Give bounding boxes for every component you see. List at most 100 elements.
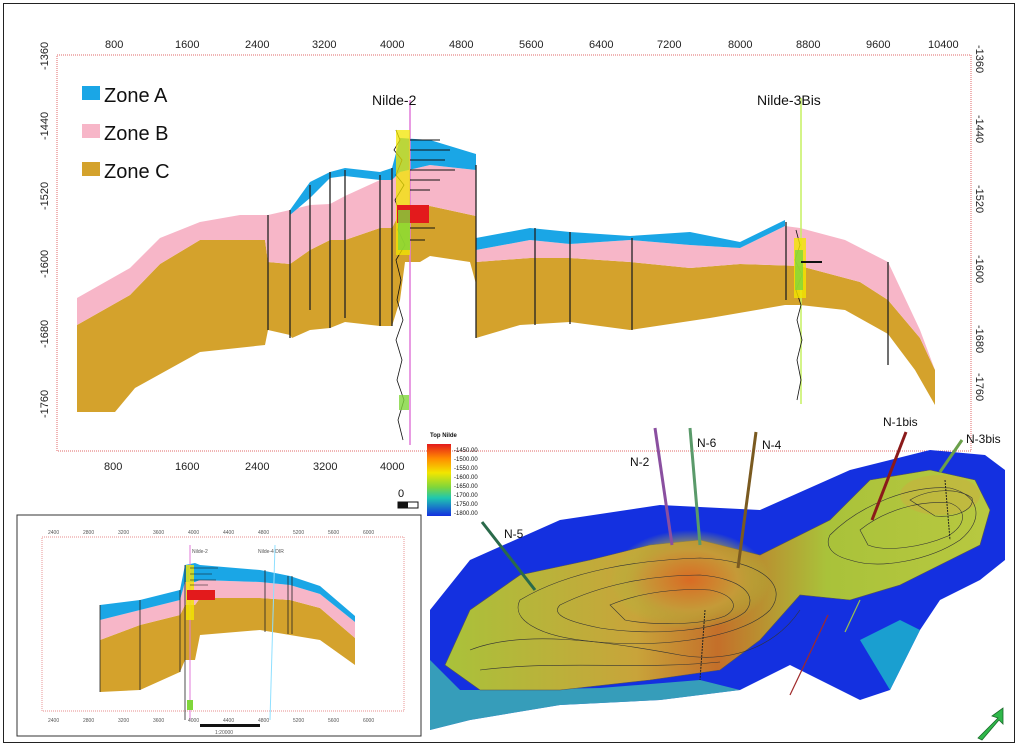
inset-x-tick-bottom: 3600: [153, 718, 164, 724]
x-tick-top: 4800: [449, 39, 473, 51]
well-track-n-1bis: [870, 431, 908, 521]
inset-x-tick-bottom: 4800: [258, 718, 269, 724]
inset-x-tick: 3200: [118, 530, 129, 536]
x-tick-top: 10400: [928, 39, 959, 51]
scale-label: 0: [398, 488, 404, 500]
zone-b-fill: [77, 165, 935, 370]
colorbar-label: -1600.00: [454, 475, 478, 481]
inset-x-tick: 5200: [293, 530, 304, 536]
cross-section: Nilde-2 Nilde-3Bis 800 1600 2400 3200 40…: [39, 39, 985, 473]
inset-section: Nilde-2 Nilde-4 DIR 2400 2800 3200 3600 …: [16, 514, 422, 737]
x-tick-bottom: 1600: [175, 461, 199, 473]
zone-c-fill: [77, 206, 935, 412]
colorbar-label: -1500.00: [454, 457, 478, 463]
colorbar-label: -1450.00: [454, 448, 478, 454]
y-axis-left: -1360 -1440 -1520 -1600 -1680 -1760: [39, 42, 51, 418]
inset-x-tick-bottom: 6000: [363, 718, 374, 724]
x-tick-top: 8000: [728, 39, 752, 51]
y-tick-left: -1600: [39, 250, 51, 278]
well-track-n-2: [653, 427, 674, 546]
scale-bar: 0: [397, 488, 419, 509]
y-tick-left: -1520: [39, 182, 51, 210]
y-tick-right: -1520: [973, 185, 985, 213]
legend-label-zone-a: Zone A: [104, 85, 168, 107]
legend-swatch-zone-c: [82, 162, 100, 176]
inset-scale-bar: [200, 724, 260, 727]
well-label-n-1bis: N-1bis: [883, 415, 918, 429]
inset-x-tick: 5600: [328, 530, 339, 536]
inset-x-tick: 2800: [83, 530, 94, 536]
well-label-nilde-3bis: Nilde-3Bis: [757, 92, 821, 108]
x-tick-top: 800: [105, 39, 123, 51]
colorbar-gradient: [427, 444, 451, 516]
x-tick-top: 4000: [380, 39, 404, 51]
x-tick-top: 5600: [519, 39, 543, 51]
colorbar-label: -1750.00: [454, 502, 478, 508]
x-tick-top: 6400: [589, 39, 613, 51]
map-3d: N-2 N-6 N-4 N-5 N-1bis N-3bis: [430, 415, 1005, 741]
x-axis-bottom: 800 1600 2400 3200 4000: [104, 461, 404, 473]
inset-x-tick-bottom: 2800: [83, 718, 94, 724]
y-tick-left: -1760: [39, 390, 51, 418]
legend-swatch-zone-b: [82, 124, 100, 138]
well-label-n-2: N-2: [630, 455, 650, 469]
well-track-n-3bis: [938, 439, 964, 473]
colorbar-label: -1550.00: [454, 466, 478, 472]
inset-x-tick-bottom: 2400: [48, 718, 59, 724]
legend-label-zone-b: Zone B: [104, 123, 168, 145]
y-tick-left: -1680: [39, 320, 51, 348]
zone-a-fill: [265, 138, 785, 250]
x-tick-bottom: 4000: [380, 461, 404, 473]
well-label-n-6: N-6: [697, 436, 717, 450]
colorbar-label: -1650.00: [454, 484, 478, 490]
legend-label-zone-c: Zone C: [104, 161, 170, 183]
x-axis-top: 800 1600 2400 3200 4000 4800 5600 6400 7…: [105, 39, 959, 51]
x-tick-top: 3200: [312, 39, 336, 51]
well-track-n-4: [736, 431, 758, 569]
well-track-n-5: [480, 521, 537, 591]
map-3d-contours: [469, 487, 977, 671]
inset-x-tick: 2400: [48, 530, 59, 536]
y-tick-left: -1360: [39, 42, 51, 70]
x-tick-top: 1600: [175, 39, 199, 51]
y-tick-right: -1680: [973, 325, 985, 353]
legend-swatch-zone-a: [82, 86, 100, 100]
x-tick-bottom: 2400: [245, 461, 269, 473]
x-tick-top: 7200: [657, 39, 681, 51]
inset-x-tick: 4400: [223, 530, 234, 536]
x-tick-top: 8800: [796, 39, 820, 51]
north-arrow-icon: [977, 707, 1004, 741]
well-nilde-2: Nilde-2: [372, 92, 455, 445]
inset-x-tick-bottom: 5600: [328, 718, 339, 724]
colorbar-label: -1700.00: [454, 493, 478, 499]
y-tick-right: -1760: [973, 373, 985, 401]
inset-x-tick-bottom: 3200: [118, 718, 129, 724]
well-label-nilde-2: Nilde-2: [372, 92, 417, 108]
colorbar-title: Top Nilde: [430, 433, 458, 439]
x-tick-bottom: 800: [104, 461, 122, 473]
zone-legend: Zone A Zone B Zone C: [82, 85, 170, 183]
inset-scale-text: 1:20000: [215, 730, 233, 736]
x-tick-bottom: 3200: [313, 461, 337, 473]
inset-x-axis-bottom: 2400 2800 3200 3600 4000 4400 4800 5200 …: [48, 718, 374, 724]
inset-x-axis: 2400 2800 3200 3600 4000 4400 4800 5200 …: [48, 530, 374, 536]
colorbar-label: -1800.00: [454, 511, 478, 517]
inset-x-tick: 4000: [188, 530, 199, 536]
inset-well-label: Nilde-4 DIR: [258, 549, 284, 555]
y-tick-right: -1440: [973, 115, 985, 143]
inset-x-tick-bottom: 4000: [188, 718, 199, 724]
x-tick-top: 2400: [245, 39, 269, 51]
inset-well-label: Nilde-2: [192, 549, 208, 555]
map-3d-peak: [610, 530, 770, 630]
inset-x-tick-bottom: 5200: [293, 718, 304, 724]
section-frame: [56, 54, 972, 452]
x-tick-top: 9600: [866, 39, 890, 51]
y-axis-right: -1360 -1440 -1520 -1600 -1680 -1760: [973, 45, 985, 401]
well-label-n-5: N-5: [504, 527, 524, 541]
inset-x-tick-bottom: 4400: [223, 718, 234, 724]
y-tick-left: -1440: [39, 112, 51, 140]
inset-x-tick: 6000: [363, 530, 374, 536]
y-tick-right: -1600: [973, 255, 985, 283]
inset-x-tick: 4800: [258, 530, 269, 536]
